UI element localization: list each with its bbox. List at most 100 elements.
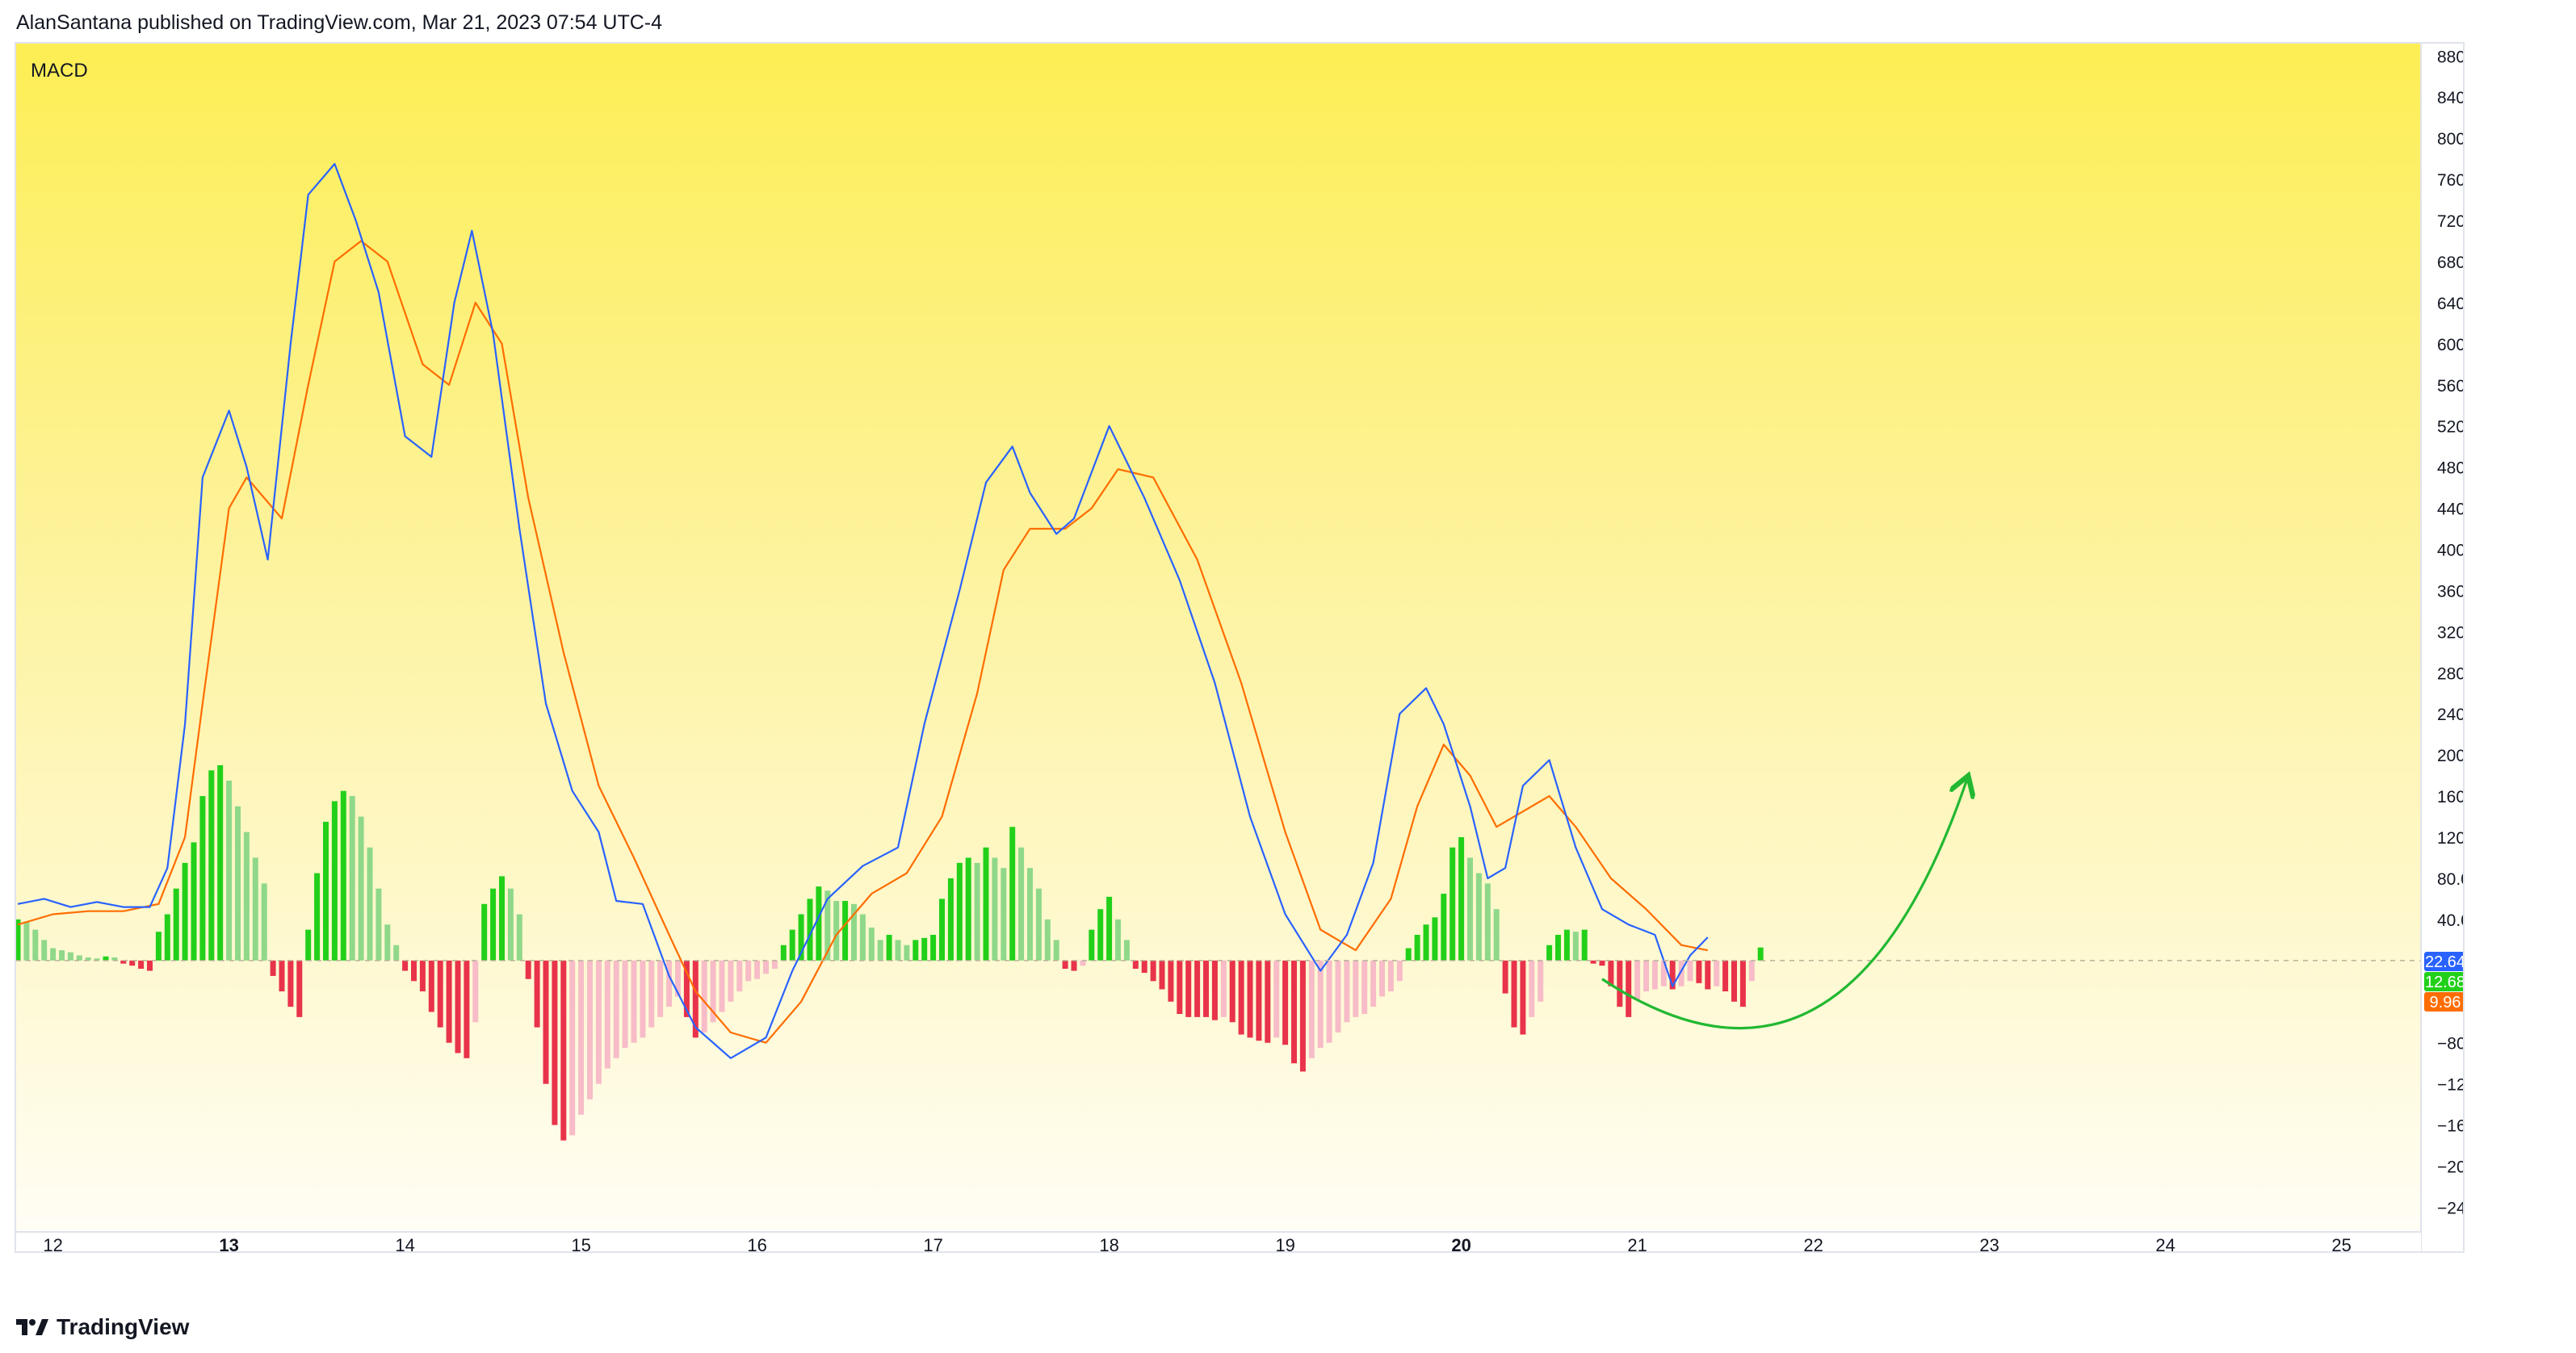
histogram-bar — [956, 862, 963, 961]
histogram-bar — [640, 960, 646, 1038]
y-tick-label: 680.00 — [2437, 253, 2465, 272]
y-tick-label: 760.00 — [2437, 171, 2465, 190]
histogram-bar — [1159, 960, 1165, 990]
x-tick-label: 16 — [747, 1235, 766, 1253]
histogram-bar — [745, 960, 752, 982]
histogram-bar — [41, 940, 48, 961]
histogram-bar — [666, 960, 673, 1007]
indicator-title: MACD — [31, 60, 88, 82]
histogram-bar — [1035, 888, 1042, 961]
histogram-bar — [657, 960, 664, 1017]
histogram-bar — [552, 960, 558, 1125]
x-tick-label: 13 — [219, 1235, 238, 1253]
histogram-bar — [1282, 960, 1289, 1045]
histogram-bar — [32, 929, 39, 961]
histogram-bar — [947, 878, 954, 961]
histogram-bar — [164, 914, 170, 961]
histogram-bar — [983, 847, 989, 961]
footer: TradingView — [16, 1314, 189, 1340]
histogram-bar — [1027, 868, 1033, 961]
histogram-bar — [199, 796, 206, 961]
histogram-bar — [1722, 960, 1729, 992]
histogram-bar — [1229, 960, 1236, 1023]
histogram-bar — [147, 960, 153, 971]
histogram-bar — [1450, 847, 1456, 961]
histogram-bar — [1538, 960, 1544, 1002]
histogram-bar — [455, 960, 461, 1053]
macd-lines — [16, 162, 2421, 1059]
histogram-bar — [1299, 960, 1306, 1072]
histogram-bar — [1379, 960, 1385, 997]
histogram-bar — [1529, 960, 1535, 1017]
plot-background — [16, 44, 2421, 1232]
histogram-bar — [798, 914, 804, 961]
histogram-bar — [939, 899, 945, 961]
histogram-bar — [648, 960, 655, 1028]
y-tick-label: 360.00 — [2437, 582, 2465, 601]
x-tick-label: 25 — [2331, 1235, 2351, 1253]
histogram-bar — [437, 960, 443, 1028]
histogram-bar — [1696, 960, 1702, 983]
histogram-bar — [701, 960, 707, 1033]
macd-line — [17, 162, 1709, 1059]
histogram-bar — [243, 831, 250, 961]
histogram-bar — [789, 929, 795, 961]
histogram-bar — [1247, 960, 1253, 1038]
histogram-bar — [499, 876, 505, 961]
histogram-bar — [710, 960, 716, 1023]
tradingview-logo-icon — [16, 1319, 48, 1335]
y-tick-label: −120.00 — [2437, 1076, 2465, 1095]
histogram-bar — [1458, 837, 1465, 961]
histogram-bar — [358, 816, 364, 961]
x-tick-label: 24 — [2155, 1235, 2175, 1253]
histogram-bar — [613, 960, 619, 1058]
histogram-bar — [683, 960, 690, 1017]
histogram-bar — [595, 960, 602, 1084]
histogram-bar — [1563, 929, 1570, 961]
histogram-bar — [85, 957, 91, 961]
histogram-bar — [1520, 960, 1526, 1035]
histogram-bar — [780, 945, 787, 961]
y-tick-label: 240.00 — [2437, 706, 2465, 724]
histogram-bar — [402, 960, 409, 971]
histogram-bar — [1757, 947, 1764, 961]
x-tick-label: 22 — [1803, 1235, 1823, 1253]
histogram-bar — [859, 914, 866, 961]
histogram-bar — [446, 960, 452, 1043]
y-tick-label: 480.00 — [2437, 459, 2465, 478]
histogram-bar — [1194, 960, 1201, 1017]
histogram-bar — [1581, 929, 1588, 961]
y-axis-background — [2421, 44, 2463, 1251]
x-tick-label: 14 — [395, 1235, 414, 1253]
histogram-bar — [1256, 960, 1262, 1041]
histogram-bar — [604, 960, 610, 1069]
y-tick-label: 200.00 — [2437, 747, 2465, 765]
histogram-bar — [525, 960, 531, 979]
histogram-bar — [261, 883, 267, 961]
histogram-bar — [1150, 960, 1156, 982]
histogram-bar — [1326, 960, 1332, 1043]
histogram-bar — [1687, 960, 1693, 982]
x-tick-label: 18 — [1099, 1235, 1118, 1253]
histogram-bar — [1414, 935, 1420, 961]
histogram-bar — [1089, 929, 1095, 961]
x-tick-label: 20 — [1451, 1235, 1471, 1253]
histogram-bar — [279, 960, 285, 992]
histogram-bar — [1062, 960, 1068, 970]
macd-chart-panel[interactable]: 880.00 840.00 800.00 760.00 720.00 680.00 640.… — [15, 42, 2465, 1253]
y-tick-label: 840.00 — [2437, 89, 2465, 107]
macd-chart[interactable]: 880.00 840.00 800.00 760.00 720.00 680.00 640.… — [16, 44, 2465, 1253]
histogram-bar — [534, 960, 540, 1028]
histogram-bar — [1678, 960, 1684, 986]
last-value-label: 9.96 — [2430, 994, 2461, 1012]
histogram-bar — [1185, 960, 1192, 1017]
histogram-bar — [763, 960, 769, 974]
histogram-bar — [428, 960, 434, 1012]
x-tick-label: 12 — [43, 1235, 62, 1253]
histogram-bar — [560, 960, 567, 1141]
histogram-bar — [287, 960, 294, 1007]
histogram-bar — [155, 932, 162, 961]
histogram-bar — [1344, 960, 1350, 1023]
histogram-bar — [138, 960, 145, 970]
histogram-bar — [50, 948, 57, 961]
